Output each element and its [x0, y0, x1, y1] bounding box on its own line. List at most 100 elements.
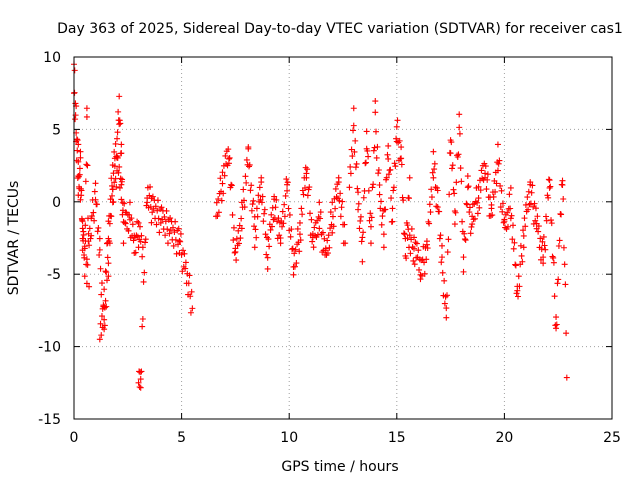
data-point — [248, 182, 255, 189]
data-point — [230, 237, 237, 244]
data-point — [451, 190, 458, 197]
data-point — [247, 187, 254, 194]
data-point — [562, 281, 569, 288]
data-point — [475, 183, 482, 190]
data-point — [380, 244, 387, 251]
data-point — [219, 180, 226, 187]
data-point — [251, 244, 258, 251]
data-point — [385, 142, 392, 149]
data-point — [75, 192, 82, 199]
data-point — [428, 186, 435, 193]
data-point — [263, 251, 270, 258]
data-point — [177, 238, 184, 245]
data-point — [126, 199, 133, 206]
data-point — [135, 219, 142, 226]
data-point — [142, 239, 149, 246]
data-point — [261, 210, 268, 217]
data-point — [367, 223, 374, 230]
data-point — [545, 194, 552, 201]
data-point — [134, 218, 141, 225]
data-point — [415, 247, 422, 254]
data-point — [84, 215, 91, 222]
data-point — [550, 254, 557, 261]
data-point — [354, 185, 361, 192]
data-points — [71, 61, 570, 391]
data-point — [242, 173, 249, 180]
x-tick-label: 20 — [495, 430, 513, 446]
data-point — [101, 303, 108, 310]
data-point — [170, 242, 177, 249]
data-point — [346, 184, 353, 191]
data-point — [188, 288, 195, 295]
data-point — [510, 245, 517, 252]
data-point — [296, 231, 303, 238]
data-point — [362, 160, 369, 167]
data-point — [279, 208, 286, 215]
data-point — [433, 184, 440, 191]
data-point — [141, 269, 148, 276]
data-point — [226, 154, 233, 161]
data-point — [176, 237, 183, 244]
data-point — [187, 293, 194, 300]
data-point — [107, 196, 114, 203]
data-point — [109, 182, 116, 189]
data-point — [525, 188, 532, 195]
data-point — [325, 232, 332, 239]
data-point — [507, 215, 514, 222]
data-point — [495, 160, 502, 167]
data-point — [85, 230, 92, 237]
data-point — [279, 223, 286, 230]
data-point — [142, 236, 149, 243]
data-point — [507, 205, 514, 212]
data-point — [149, 209, 156, 216]
data-point — [275, 215, 282, 222]
data-point — [140, 278, 147, 285]
data-point — [441, 277, 448, 284]
data-point — [496, 157, 503, 164]
data-point — [359, 234, 366, 241]
data-point — [172, 236, 179, 243]
data-point — [116, 163, 123, 170]
data-point — [177, 230, 184, 237]
data-point — [101, 286, 108, 293]
data-point — [228, 182, 235, 189]
data-point — [215, 209, 222, 216]
data-point — [429, 169, 436, 176]
data-point — [447, 150, 454, 157]
data-point — [297, 237, 304, 244]
data-point — [77, 196, 84, 203]
data-point — [436, 235, 443, 242]
data-point — [431, 160, 438, 167]
data-point — [105, 273, 112, 280]
data-point — [233, 235, 240, 242]
data-point — [477, 187, 484, 194]
data-point — [532, 205, 539, 212]
data-point — [81, 245, 88, 252]
data-point — [535, 228, 542, 235]
data-point — [139, 253, 146, 260]
data-point — [546, 177, 553, 184]
data-point — [112, 140, 119, 147]
data-point — [276, 232, 283, 239]
data-point — [548, 220, 555, 227]
data-point — [467, 230, 474, 237]
data-point — [333, 193, 340, 200]
data-point — [280, 220, 287, 227]
data-point — [545, 176, 552, 183]
data-point — [109, 186, 116, 193]
data-point — [355, 206, 362, 213]
data-point — [446, 191, 453, 198]
data-point — [439, 269, 446, 276]
data-point — [132, 249, 139, 256]
data-point — [303, 170, 310, 177]
data-point — [537, 235, 544, 242]
data-point — [471, 215, 478, 222]
data-point — [277, 240, 284, 247]
data-point — [518, 252, 525, 259]
data-point — [558, 211, 565, 218]
data-point — [443, 314, 450, 321]
data-point — [375, 166, 382, 173]
data-point — [524, 194, 531, 201]
data-point — [542, 246, 549, 253]
data-point — [563, 374, 570, 381]
